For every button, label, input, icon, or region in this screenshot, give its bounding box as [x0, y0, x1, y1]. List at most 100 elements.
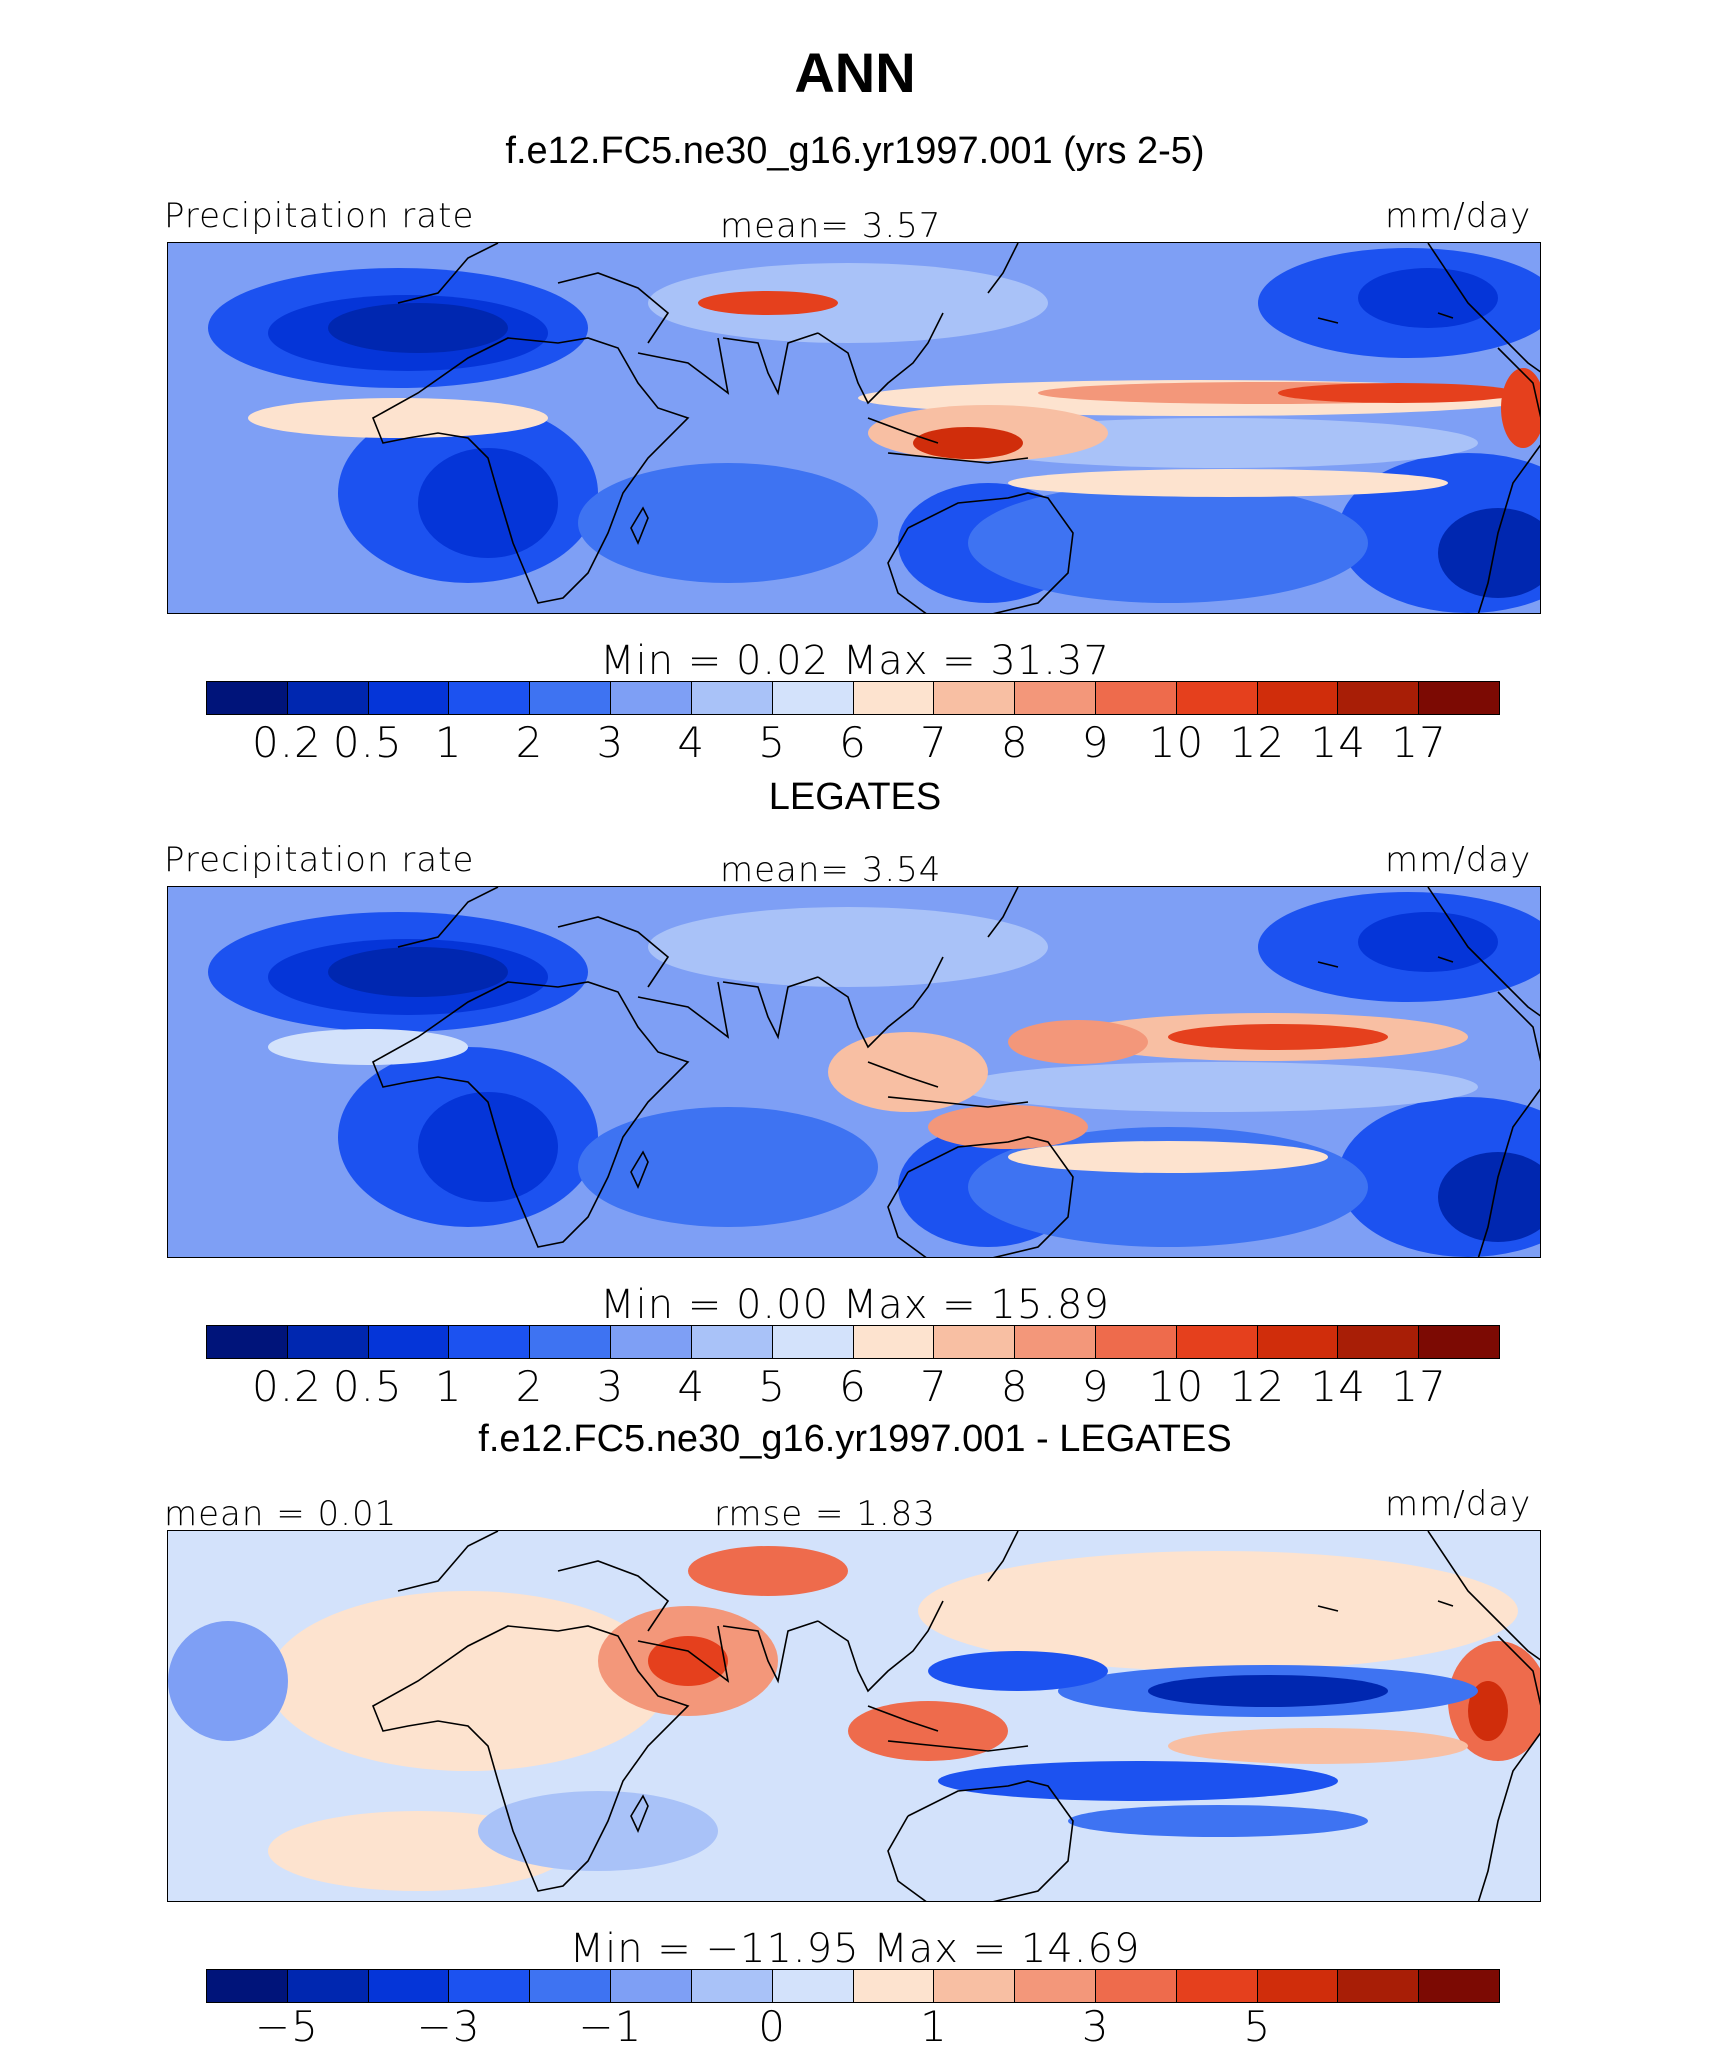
colorbar-tick-label: 17 [1391, 718, 1447, 767]
coastline-path [630, 506, 649, 546]
map-contour [928, 1651, 1108, 1691]
colorbar-tick-label: 8 [1000, 1362, 1029, 1411]
coastline-path [1477, 1088, 1540, 1257]
coastline-path [887, 1136, 1074, 1257]
panel3-mean-label: mean = 0.01 [164, 1494, 398, 1534]
colorbar-box [1257, 1326, 1339, 1358]
coastline-path [1477, 444, 1540, 613]
colorbar-box [368, 682, 450, 714]
colorbar-box [449, 1326, 531, 1358]
coastline-path [397, 243, 670, 344]
panel3-rmse-label: rmse = 1.83 [714, 1494, 936, 1534]
colorbar-box [1338, 682, 1420, 714]
coastline-path [887, 1780, 1074, 1901]
colorbar-box [1095, 1970, 1177, 2002]
coastline-path [987, 1531, 1454, 1612]
map-contour [1438, 1152, 1540, 1242]
map-contour [648, 907, 1048, 987]
map-contour [1068, 1805, 1368, 1837]
map-contour [1358, 268, 1498, 328]
colorbar-tick-label: 5 [1243, 2002, 1272, 2051]
panel1-variable-label: Precipitation rate [164, 196, 475, 236]
colorbar-box [691, 682, 773, 714]
map-contour [968, 483, 1368, 603]
map-contour [698, 291, 838, 315]
colorbar-box [1419, 682, 1499, 714]
colorbar-tick-label: 3 [1081, 2002, 1110, 2051]
map-contour [1278, 383, 1518, 403]
coastline-path [371, 981, 690, 1248]
panel2-units-label: mm/day [1385, 840, 1532, 880]
colorbar-tick-label: 4 [677, 718, 706, 767]
coastline-path [817, 1600, 1029, 1752]
colorbar-box [853, 682, 935, 714]
colorbar-box [287, 682, 369, 714]
colorbar-tick-label: 7 [920, 718, 948, 767]
colorbar-box [207, 682, 288, 714]
panel3-header: f.e12.FC5.ne30_g16.yr1997.001 - LEGATES [478, 1418, 1232, 1460]
panel1-map [167, 242, 1541, 614]
colorbar-tick-label: 2 [515, 718, 544, 767]
panel2-variable-label: Precipitation rate [164, 840, 475, 880]
panel2-mean-label: mean= 3.54 [720, 850, 942, 890]
colorbar-tick-label: 0.5 [332, 718, 403, 767]
colorbar-tick-label: 5 [758, 718, 786, 767]
map-contour [1008, 1141, 1328, 1173]
colorbar-tick-label: −5 [254, 2002, 319, 2051]
map-contour [478, 1791, 718, 1871]
coastline-path [887, 492, 1074, 613]
panel3-units-label: mm/day [1385, 1484, 1532, 1524]
panel3-colorbar-ticks: −5 −3 −1 0 1 3 5 [0, 2002, 1710, 2052]
colorbar-tick-label: 9 [1081, 1362, 1110, 1411]
coastlines [371, 887, 1540, 1257]
map-contour [958, 1062, 1478, 1112]
colorbar-box [934, 1970, 1016, 2002]
panel2-header: LEGATES [768, 776, 942, 818]
map-contour [1468, 1681, 1508, 1741]
colorbar-tick-label: 1 [434, 1362, 463, 1411]
panel1-mean-label: mean= 3.57 [720, 206, 942, 246]
map-contour [268, 1591, 668, 1771]
panel1-colorbar-ticks: 0.2 0.5 1 2 3 4 5 6 7 8 9 10 12 14 17 [0, 718, 1710, 768]
map-contour [1438, 508, 1540, 598]
colorbar-tick-label: 9 [1081, 718, 1110, 767]
map-contour [928, 1105, 1088, 1149]
coastline-path [371, 1625, 690, 1892]
map-contour [648, 263, 1048, 343]
panel3-colorbar [206, 1969, 1500, 2003]
panel1-units-label: mm/day [1385, 196, 1532, 236]
coastlines [371, 1531, 1540, 1901]
panel1-header: f.e12.FC5.ne30_g16.yr1997.001 (yrs 2-5) [505, 130, 1205, 172]
colorbar-tick-label: 0.2 [251, 1362, 322, 1411]
map-contour [1168, 1728, 1468, 1764]
colorbar-box [772, 682, 854, 714]
map-contour [328, 947, 508, 997]
colorbar-box [530, 682, 612, 714]
map-contour [828, 1032, 988, 1112]
colorbar-box [772, 1970, 854, 2002]
colorbar-tick-label: −3 [416, 2002, 481, 2051]
colorbar-box [1015, 1970, 1096, 2002]
colorbar-tick-label: 7 [920, 1362, 948, 1411]
map-contour [578, 1107, 878, 1227]
map-contour [1358, 912, 1498, 972]
map-contour [1501, 368, 1540, 448]
colorbar-box [691, 1970, 773, 2002]
colorbar-box [1338, 1970, 1420, 2002]
colorbar-box [1338, 1326, 1420, 1358]
colorbar-tick-label: 10 [1148, 1362, 1205, 1411]
colorbar-box [853, 1970, 935, 2002]
map-contour [328, 303, 508, 353]
colorbar-tick-label: 1 [434, 718, 463, 767]
colorbar-box [611, 1326, 692, 1358]
colorbar-tick-label: 1 [920, 2002, 948, 2051]
colorbar-tick-label: 2 [515, 1362, 544, 1411]
coastline-path [1427, 887, 1540, 1062]
colorbar-tick-label: 0.2 [251, 718, 322, 767]
panel2-map [167, 886, 1541, 1258]
map-contour [848, 1701, 1008, 1761]
coastline-path [1427, 1531, 1540, 1706]
colorbar-tick-label: 10 [1148, 718, 1205, 767]
figure-title: ANN [794, 41, 916, 104]
coastline-path [630, 1794, 649, 1834]
